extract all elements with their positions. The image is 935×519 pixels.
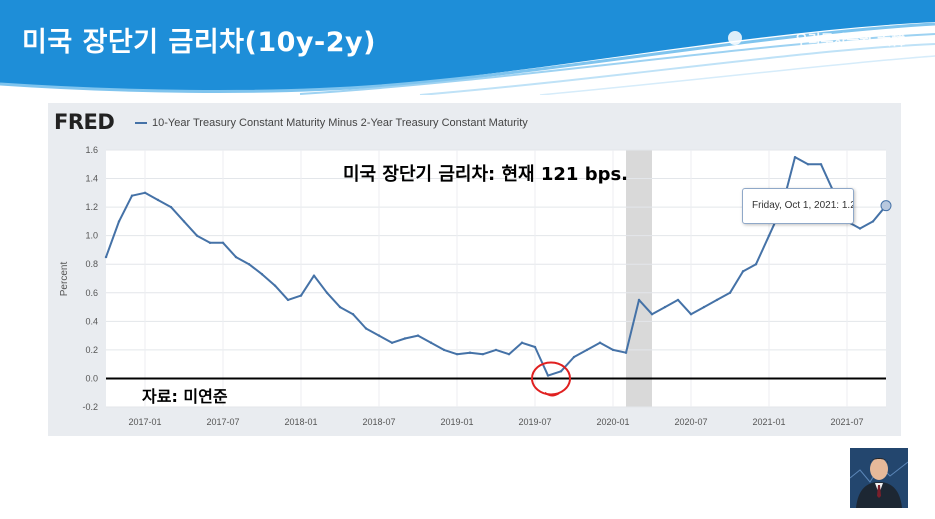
x-tick-label: 2018-01 (284, 417, 317, 427)
data-point (637, 298, 641, 302)
x-tick-label: 2021-01 (752, 417, 785, 427)
data-point (728, 291, 732, 294)
data-point (819, 163, 823, 166)
title-banner: 미국 장단기 금리차(10y-2y) 우리투자증권 大韓 (0, 0, 935, 95)
data-point (598, 341, 602, 344)
data-point (156, 198, 160, 202)
x-tick-label: 2017-07 (206, 417, 239, 427)
data-point (351, 312, 355, 316)
data-point (299, 294, 303, 297)
data-point (312, 274, 316, 277)
data-point (741, 270, 745, 273)
x-tick-label: 2017-01 (128, 417, 161, 427)
data-point (650, 312, 654, 316)
data-point (234, 255, 238, 259)
data-point (286, 298, 290, 302)
data-point (663, 305, 667, 309)
presenter-avatar (850, 448, 908, 508)
y-tick-label: 1.6 (85, 145, 98, 155)
data-point (507, 352, 511, 356)
banner-waves (0, 0, 935, 95)
data-point (195, 234, 199, 237)
data-point (169, 205, 173, 209)
data-point (260, 273, 264, 276)
data-point (676, 298, 680, 302)
y-axis-label: Percent (59, 262, 70, 297)
annotation-source: 자료: 미연준 (142, 387, 228, 406)
data-point (767, 234, 771, 237)
data-point (208, 241, 212, 245)
data-point (871, 220, 875, 223)
y-tick-label: 1.2 (85, 202, 98, 212)
x-tick-label: 2019-07 (518, 417, 551, 427)
data-point (117, 220, 121, 223)
data-point (429, 341, 433, 344)
data-point (390, 341, 394, 344)
y-tick-label: 1.0 (85, 231, 98, 241)
data-point (247, 263, 251, 266)
data-point (702, 305, 706, 309)
brand-logo-icon (728, 31, 742, 45)
data-point (572, 355, 576, 359)
page-title: 미국 장단기 금리차(10y-2y) (22, 27, 376, 58)
x-tick-label: 2018-07 (362, 417, 395, 427)
data-point (403, 337, 407, 340)
data-point (130, 194, 134, 197)
x-tick-label: 2019-01 (440, 417, 473, 427)
series-legend: 10-Year Treasury Constant Maturity Minus… (135, 117, 528, 129)
data-point (793, 155, 797, 159)
data-point (624, 351, 628, 354)
x-tick-label: 2020-07 (674, 417, 707, 427)
data-point (416, 334, 420, 337)
data-point (468, 351, 472, 354)
data-point (338, 305, 342, 309)
y-tick-label: 0.2 (85, 345, 98, 355)
data-point (559, 370, 563, 373)
data-point (481, 352, 485, 356)
data-point (494, 348, 498, 352)
data-point (611, 348, 615, 352)
data-tooltip: Friday, Oct 1, 2021: 1.21 (742, 188, 854, 224)
legend-line-icon (135, 122, 147, 125)
data-point (715, 298, 719, 302)
fred-logo: FRED (54, 110, 115, 134)
hover-marker (880, 200, 892, 212)
inversion-circle-annotation (531, 361, 571, 396)
data-point (520, 341, 524, 344)
data-point (689, 312, 693, 316)
brand-logo-text: 우리투자증권 大韓 (794, 33, 905, 49)
y-tick-label: 0.8 (85, 259, 98, 269)
data-point (182, 220, 186, 223)
data-point (221, 241, 225, 245)
series-title: 10-Year Treasury Constant Maturity Minus… (152, 117, 528, 129)
data-point (533, 345, 537, 349)
data-point (585, 348, 589, 352)
data-point (273, 284, 277, 287)
data-point (442, 348, 446, 352)
x-tick-label: 2021-07 (830, 417, 863, 427)
data-point (143, 191, 147, 195)
data-point (455, 352, 459, 356)
y-tick-label: -0.2 (82, 402, 98, 412)
data-point (546, 374, 550, 377)
data-point (377, 334, 381, 337)
data-point (104, 255, 108, 259)
y-tick-label: 1.4 (85, 174, 98, 184)
inversion-circle-tail (544, 391, 560, 397)
data-point (754, 263, 758, 266)
annotation-current-spread: 미국 장단기 금리차: 현재 121 bps. (343, 164, 629, 185)
data-point (364, 327, 368, 330)
x-tick-label: 2020-01 (596, 417, 629, 427)
y-tick-label: 0.4 (85, 316, 98, 326)
data-point (806, 163, 810, 166)
data-point (858, 227, 862, 230)
recession-band (626, 150, 652, 407)
y-tick-label: 0.6 (85, 288, 98, 298)
data-point (325, 291, 329, 294)
y-tick-label: 0.0 (85, 373, 98, 383)
